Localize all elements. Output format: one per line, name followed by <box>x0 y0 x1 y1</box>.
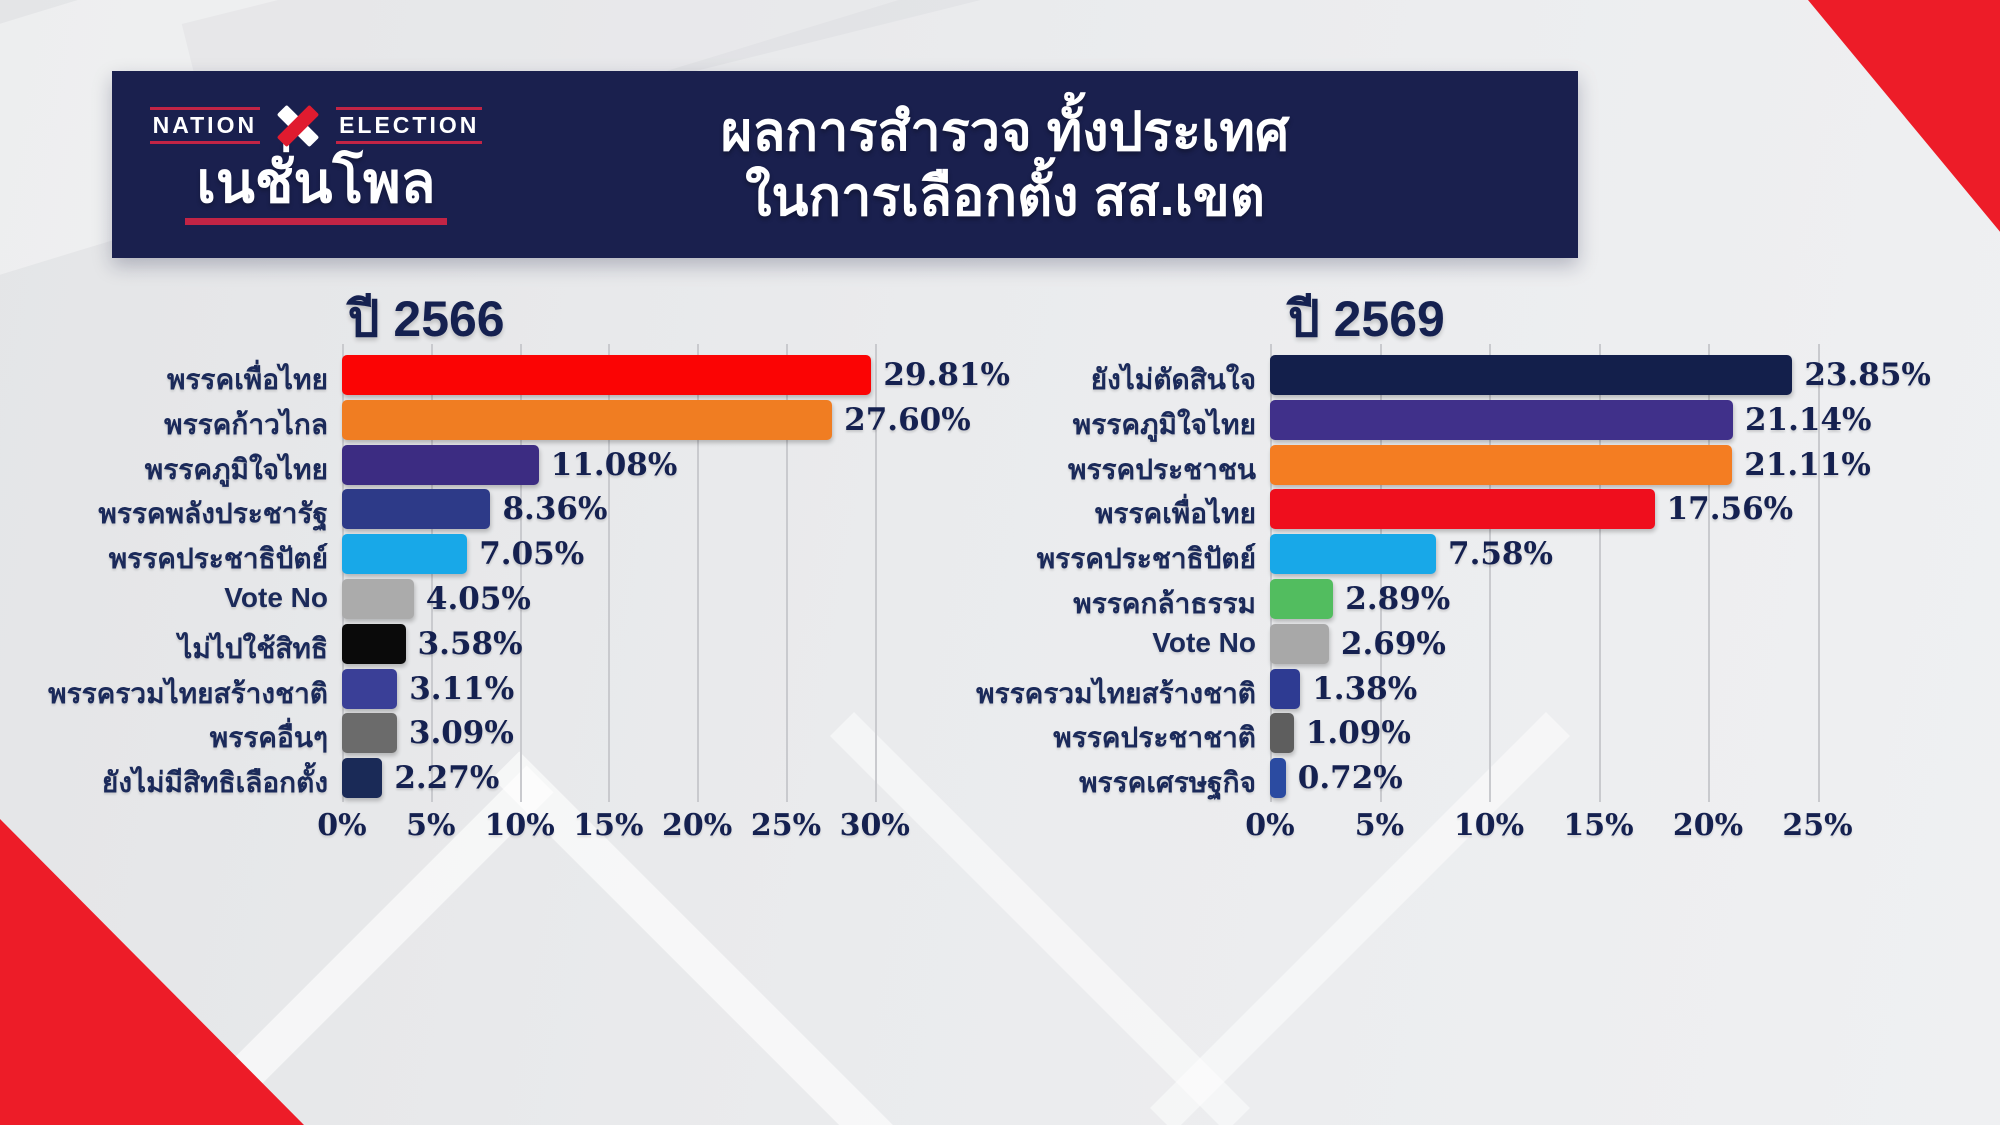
bar-label: พรรคประชาชาติ <box>1053 722 1256 754</box>
bar-label: พรรคภูมิใจไทย <box>1072 408 1256 440</box>
bar-label: พรรคเศรษฐกิจ <box>1079 767 1256 799</box>
main-title-line1: ผลการสำรวจ ทั้งประเทศ <box>720 101 1290 162</box>
bar-value: 0.72% <box>1297 760 1403 797</box>
main-title-line2: ในการเลือกตั้ง สส.เขต <box>745 166 1265 227</box>
axis-tick-label: 25% <box>1782 808 1853 843</box>
brand-nation-label: NATION <box>149 107 261 144</box>
axis-tick-label: 0% <box>317 808 367 843</box>
chart-2569-title: ปี 2569 <box>1287 291 1445 347</box>
bar <box>342 713 397 754</box>
axis-tick-label: 5% <box>406 808 456 843</box>
bar-value: 1.38% <box>1312 670 1418 707</box>
bar-label: พรรคพลังประชารัฐ <box>98 498 328 530</box>
bar-value: 17.56% <box>1666 491 1794 528</box>
axis-tick-label: 10% <box>1453 808 1525 843</box>
bar-label: ยังไม่ตัดสินใจ <box>1090 364 1256 395</box>
bar-value: 21.14% <box>1744 401 1872 438</box>
bar-label: พรรครวมไทยสร้างชาติ <box>976 677 1256 709</box>
gridline <box>608 344 611 802</box>
bar-value: 2.27% <box>394 760 500 797</box>
axis-tick-label: 15% <box>573 808 644 843</box>
bar <box>1270 534 1436 575</box>
bar-value: 23.85% <box>1804 357 1931 393</box>
chart-2566-title: ปี 2566 <box>347 291 505 347</box>
chart-2566: ปี 2566 0% 5% 10% 15% 20% 25% 30% พรรคเพื่อไทย 2… <box>48 280 1040 870</box>
gridline <box>697 344 700 802</box>
bar <box>342 758 383 799</box>
bar <box>342 623 406 664</box>
gridline <box>874 344 877 802</box>
bar-label: พรรคประชาธิปัตย์ <box>1036 543 1256 575</box>
background-diagonal-band <box>1735 0 2000 151</box>
bar-label: พรรคกล้าธรรม <box>1073 588 1256 619</box>
bar-value: 11.08% <box>550 446 678 483</box>
axis-tick-label: 25% <box>750 808 822 843</box>
bar-value: 4.05% <box>425 581 531 617</box>
bar-value: 7.05% <box>479 536 585 573</box>
axis-tick-label: 10% <box>484 808 555 843</box>
bar-value: 1.09% <box>1305 715 1411 752</box>
bar-label: พรรคอื่นๆ <box>209 722 328 754</box>
bar-label: พรรคประชาชน <box>1068 453 1256 485</box>
bar-value: 2.89% <box>1345 581 1451 617</box>
bar <box>342 489 491 530</box>
bar <box>1270 355 1793 395</box>
gridline <box>1489 344 1491 802</box>
bar <box>1270 668 1301 709</box>
bar-value: 7.58% <box>1448 536 1553 573</box>
bar-label: พรรคเพื่อไทย <box>166 364 328 395</box>
bar-label: พรรคก้าวไกล <box>164 408 328 440</box>
poll-name-underline <box>185 218 447 226</box>
nation-poll-logo: NATION ELECTION เนชั่นโพล <box>112 104 492 226</box>
axis-tick-label: 5% <box>1354 808 1405 843</box>
bar-label: Vote No <box>1152 626 1256 658</box>
header-banner: NATION ELECTION เนชั่นโพล ผลการสำรวจ ทั้… <box>112 71 1578 258</box>
bar-label: ยังไม่มีสิทธิเลือกตั้ง <box>101 767 328 799</box>
bar-label: Vote No <box>224 582 328 613</box>
bar <box>342 579 414 619</box>
gridline <box>1817 344 1820 802</box>
nation-x-icon <box>274 104 322 148</box>
main-title: ผลการสำรวจ ทั้งประเทศ ในการเลือกตั้ง สส.… <box>492 100 1578 230</box>
axis-tick-label: 20% <box>662 808 733 843</box>
gridline <box>519 344 522 802</box>
bar <box>1270 444 1733 485</box>
bar <box>342 668 398 709</box>
axis-tick-label: 30% <box>839 808 910 843</box>
bar <box>342 355 872 395</box>
brand-row: NATION ELECTION <box>149 104 483 148</box>
bar <box>342 534 468 575</box>
gridline <box>1708 344 1710 802</box>
bar <box>1270 758 1286 799</box>
bar-value: 3.58% <box>417 625 523 662</box>
bar-value: 27.60% <box>844 401 971 438</box>
poll-name: เนชั่นโพล <box>196 150 436 215</box>
bar <box>1270 489 1655 530</box>
axis-tick-label: 0% <box>1245 808 1295 843</box>
axis-tick-label: 15% <box>1563 808 1634 843</box>
bar <box>1270 399 1733 440</box>
bar <box>1270 713 1294 754</box>
bar-value: 2.69% <box>1340 625 1446 662</box>
bar-label: พรรครวมไทยสร้างชาติ <box>48 677 328 709</box>
gridline <box>1598 344 1601 802</box>
bar-label: พรรคเพื่อไทย <box>1094 498 1256 530</box>
bar-value: 29.81% <box>883 357 1010 393</box>
bar <box>342 399 833 440</box>
bar-label: พรรคประชาธิปัตย์ <box>108 543 328 575</box>
bar-value: 8.36% <box>502 491 608 528</box>
bar <box>1270 623 1329 664</box>
bar <box>1270 579 1334 619</box>
bar <box>342 444 539 485</box>
bar-label: ไม่ไปใช้สิทธิ <box>178 632 328 664</box>
brand-election-label: ELECTION <box>336 107 483 144</box>
axis-tick-label: 20% <box>1672 808 1744 843</box>
bar-value: 3.11% <box>409 670 515 707</box>
bar-value: 21.11% <box>1744 446 1871 483</box>
gridline <box>786 344 788 802</box>
bar-label: พรรคภูมิใจไทย <box>144 453 328 485</box>
bar-value: 3.09% <box>408 715 514 752</box>
chart-2569: ปี 2569 0% 5% 10% 15% 20% 25% ยังไม่ตัดสินใจ 23… <box>976 280 2000 870</box>
